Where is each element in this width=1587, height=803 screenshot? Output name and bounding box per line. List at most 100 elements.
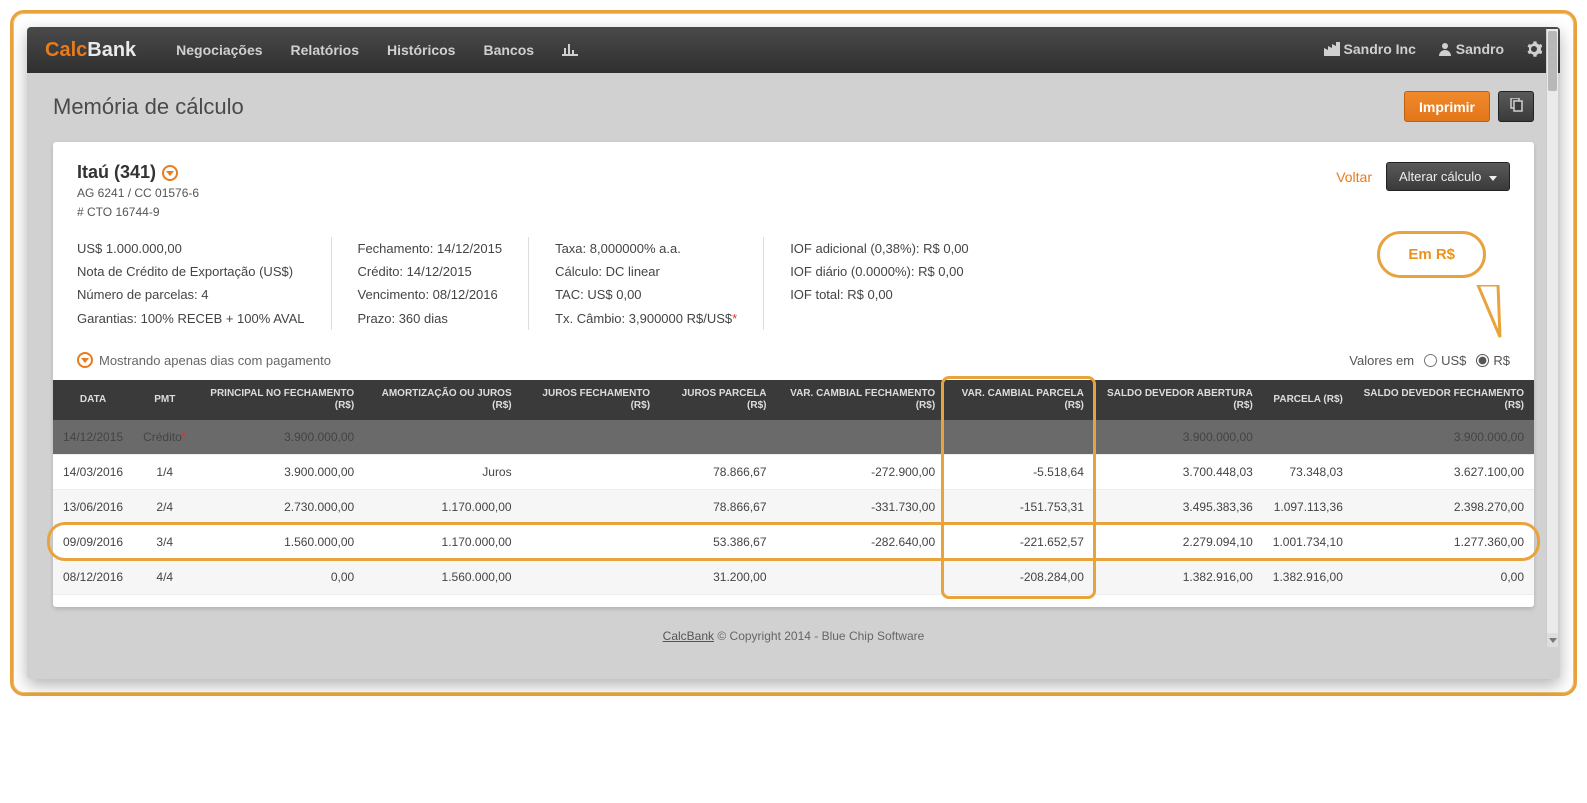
card-header: Itaú (341) AG 6241 / CC 01576-6 # CTO 16…	[53, 162, 1534, 237]
cell-pmt: 1/4	[133, 455, 196, 490]
th-amort[interactable]: AMORTIZAÇÃO OU JUROS (R$)	[364, 380, 521, 420]
cell-parcela: 1.001.734,10	[1263, 525, 1353, 560]
print-button[interactable]: Imprimir	[1404, 91, 1490, 122]
filter-row: Mostrando apenas dias com pagamento Valo…	[53, 344, 1534, 380]
nav-negociacoes[interactable]: Negociações	[176, 42, 262, 58]
th-parcela[interactable]: PARCELA (R$)	[1263, 380, 1353, 420]
nav-user[interactable]: Sandro	[1438, 41, 1504, 59]
alterar-button[interactable]: Alterar cálculo	[1386, 162, 1510, 191]
th-saldo-fech[interactable]: SALDO DEVEDOR FECHAMENTO (R$)	[1353, 380, 1534, 420]
sum-1a: US$ 1.000.000,00	[77, 237, 305, 260]
filter-right: Valores em US$ R$	[1349, 353, 1510, 368]
nav-relatorios[interactable]: Relatórios	[291, 42, 359, 58]
cell-principal: 0,00	[196, 560, 364, 595]
cell-saldo_ab: 3.495.383,36	[1094, 490, 1263, 525]
cell-varc_parc: -151.753,31	[945, 490, 1094, 525]
summary-col-1: US$ 1.000.000,00 Nota de Crédito de Expo…	[77, 237, 331, 331]
cell-saldo_fech: 0,00	[1353, 560, 1534, 595]
cell-juros_parc: 53.386,67	[660, 525, 776, 560]
bank-dropdown-icon[interactable]	[162, 165, 178, 181]
table-head: DATA PMT PRINCIPAL NO FECHAMENTO (R$) AM…	[53, 380, 1534, 420]
required-star-icon: *	[732, 311, 737, 326]
back-link[interactable]: Voltar	[1336, 169, 1372, 185]
cell-juros_fech	[522, 560, 660, 595]
cell-varc_parc: -221.652,57	[945, 525, 1094, 560]
cell-saldo_ab: 2.279.094,10	[1094, 525, 1263, 560]
cell-varc_parc	[945, 420, 1094, 455]
cell-saldo_fech: 1.277.360,00	[1353, 525, 1534, 560]
cell-parcela	[1263, 420, 1353, 455]
th-juros-fech[interactable]: JUROS FECHAMENTO (R$)	[522, 380, 660, 420]
radio-brl-input[interactable]	[1476, 354, 1489, 367]
table-row: 14/12/2015Crédito*3.900.000,003.900.000,…	[53, 420, 1534, 455]
sum-3b: Cálculo: DC linear	[555, 260, 737, 283]
cell-juros_parc: 78.866,67	[660, 455, 776, 490]
cell-juros_parc: 31.200,00	[660, 560, 776, 595]
cell-juros_fech	[522, 455, 660, 490]
th-pmt[interactable]: PMT	[133, 380, 196, 420]
sum-3d-text: Tx. Câmbio: 3,900000 R$/US$	[555, 311, 732, 326]
th-principal[interactable]: PRINCIPAL NO FECHAMENTO (R$)	[196, 380, 364, 420]
copy-button[interactable]	[1498, 91, 1534, 122]
sum-2b: Crédito: 14/12/2015	[358, 260, 503, 283]
scrollbar-thumb[interactable]	[1548, 31, 1557, 91]
cell-amort: Juros	[364, 455, 521, 490]
gear-icon[interactable]	[1526, 41, 1542, 60]
sum-1d: Garantias: 100% RECEB + 100% AVAL	[77, 307, 305, 330]
cell-varc_fech: -331.730,00	[777, 490, 946, 525]
cell-data: 14/12/2015	[53, 420, 133, 455]
th-varc-parc[interactable]: VAR. CAMBIAL PARCELA (R$)	[945, 380, 1094, 420]
cell-pmt: 3/4	[133, 525, 196, 560]
nav-bancos[interactable]: Bancos	[483, 42, 534, 58]
table-body: 14/12/2015Crédito*3.900.000,003.900.000,…	[53, 420, 1534, 595]
sum-4c: IOF total: R$ 0,00	[790, 283, 968, 306]
logo-text-1: Calc	[45, 39, 87, 61]
th-saldo-ab[interactable]: SALDO DEVEDOR ABERTURA (R$)	[1094, 380, 1263, 420]
app-window: CalcBank Negociações Relatórios Históric…	[27, 27, 1560, 679]
callout-text: Em R$	[1408, 246, 1455, 263]
table-row: 13/06/20162/42.730.000,001.170.000,0078.…	[53, 490, 1534, 525]
th-varc-fech[interactable]: VAR. CAMBIAL FECHAMENTO (R$)	[777, 380, 946, 420]
nav-historicos[interactable]: Históricos	[387, 42, 455, 58]
callout-bubble: Em R$	[1377, 231, 1486, 278]
radio-usd-label: US$	[1441, 353, 1466, 368]
th-juros-parc[interactable]: JUROS PARCELA (R$)	[660, 380, 776, 420]
cell-varc_fech: -272.900,00	[777, 455, 946, 490]
bank-sub-2: # CTO 16744-9	[77, 204, 199, 221]
annotation-frame: CalcBank Negociações Relatórios Históric…	[10, 10, 1577, 696]
bank-title-row: Itaú (341)	[77, 162, 199, 183]
cell-principal: 3.900.000,00	[196, 455, 364, 490]
filter-left[interactable]: Mostrando apenas dias com pagamento	[77, 352, 331, 368]
sum-2a: Fechamento: 14/12/2015	[358, 237, 503, 260]
cell-saldo_fech: 3.627.100,00	[1353, 455, 1534, 490]
chart-icon[interactable]	[562, 42, 578, 59]
sum-4b: IOF diário (0.0000%): R$ 0,00	[790, 260, 968, 283]
filter-toggle-icon[interactable]	[77, 352, 93, 368]
cell-amort: 1.170.000,00	[364, 490, 521, 525]
scrollbar[interactable]	[1546, 29, 1558, 647]
page-body: Memória de cálculo Imprimir Itaú (341)	[27, 73, 1560, 679]
cell-varc_fech	[777, 420, 946, 455]
cell-principal: 1.560.000,00	[196, 525, 364, 560]
radio-usd[interactable]: US$	[1424, 353, 1466, 368]
cell-varc_parc: -208.284,00	[945, 560, 1094, 595]
table-wrap: DATA PMT PRINCIPAL NO FECHAMENTO (R$) AM…	[53, 380, 1534, 595]
cell-saldo_fech: 2.398.270,00	[1353, 490, 1534, 525]
filter-text: Mostrando apenas dias com pagamento	[99, 353, 331, 368]
alterar-label: Alterar cálculo	[1399, 169, 1481, 184]
valores-label: Valores em	[1349, 353, 1414, 368]
cell-principal: 3.900.000,00	[196, 420, 364, 455]
scrollbar-down-arrow[interactable]	[1547, 633, 1558, 647]
caret-down-icon	[1489, 176, 1497, 181]
footer-brand-link[interactable]: CalcBank	[663, 629, 714, 643]
radio-brl[interactable]: R$	[1476, 353, 1510, 368]
nav-company[interactable]: Sandro Inc	[1324, 41, 1416, 59]
cell-data: 14/03/2016	[53, 455, 133, 490]
cell-principal: 2.730.000,00	[196, 490, 364, 525]
radio-usd-input[interactable]	[1424, 354, 1437, 367]
cell-parcela: 73.348,03	[1263, 455, 1353, 490]
logo[interactable]: CalcBank	[45, 39, 136, 62]
th-data[interactable]: DATA	[53, 380, 133, 420]
table-row: 08/12/20164/40,001.560.000,0031.200,00-2…	[53, 560, 1534, 595]
bank-title: Itaú (341)	[77, 162, 156, 183]
